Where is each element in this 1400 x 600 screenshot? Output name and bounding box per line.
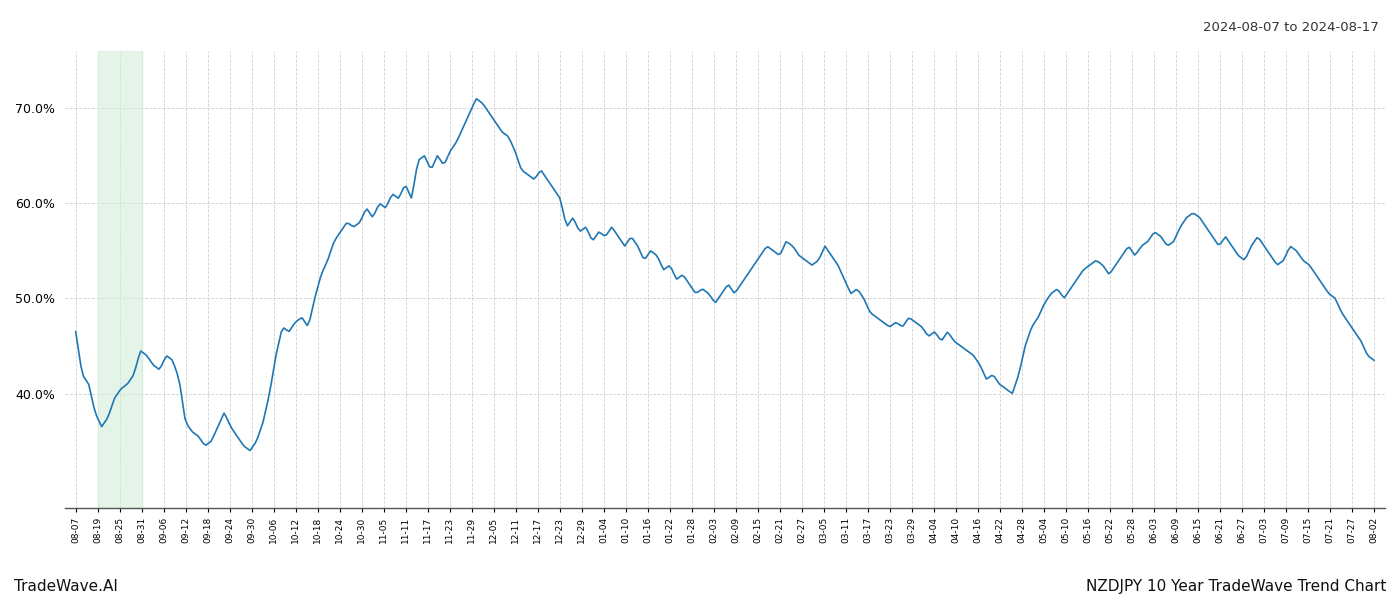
Text: NZDJPY 10 Year TradeWave Trend Chart: NZDJPY 10 Year TradeWave Trend Chart [1085, 579, 1386, 594]
Text: 2024-08-07 to 2024-08-17: 2024-08-07 to 2024-08-17 [1203, 21, 1379, 34]
Bar [98, 51, 141, 508]
Text: TradeWave.AI: TradeWave.AI [14, 579, 118, 594]
